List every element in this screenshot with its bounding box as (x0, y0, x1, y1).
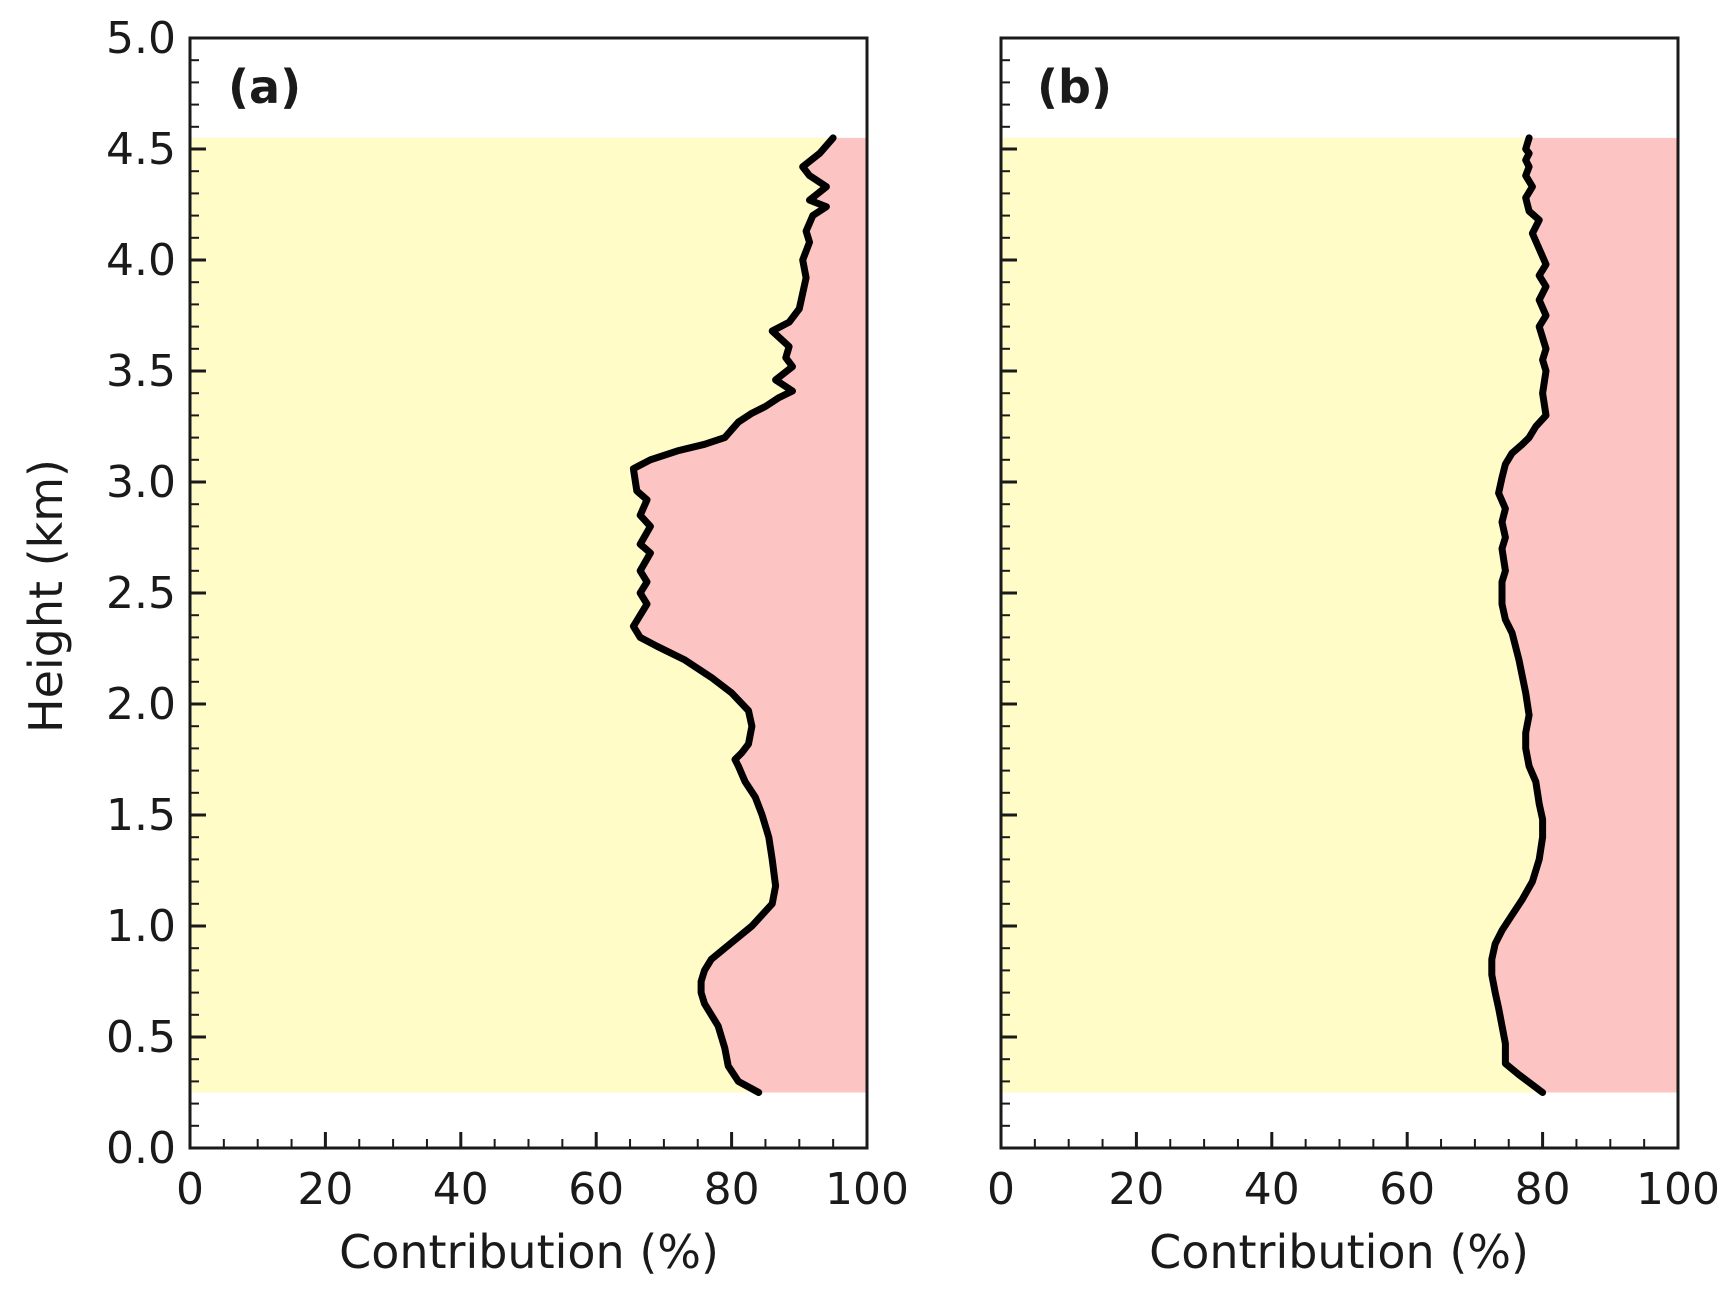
y-tick-label: 4.0 (106, 235, 176, 286)
y-tick-label: 1.0 (106, 901, 176, 952)
x-tick-label-a: 40 (433, 1164, 489, 1215)
panel-label-b: (b) (1037, 60, 1112, 114)
x-tick-label-b: 80 (1515, 1164, 1571, 1215)
y-tick-label: 2.5 (106, 568, 176, 619)
panel-label-a: (a) (228, 60, 301, 114)
x-tick-label-a: 60 (568, 1164, 624, 1215)
x-tick-label-a: 100 (825, 1164, 909, 1215)
x-tick-label-a: 0 (176, 1164, 204, 1215)
x-axis-title-b: Contribution (%) (1149, 1225, 1529, 1279)
series-line-b (1488, 134, 1550, 1096)
x-tick-label-b: 20 (1108, 1164, 1164, 1215)
y-tick-label: 0.0 (106, 1123, 176, 1174)
y-tick-label: 3.5 (106, 346, 176, 397)
x-tick-label-b: 100 (1636, 1164, 1720, 1215)
x-tick-label-a: 20 (297, 1164, 353, 1215)
y-tick-label: 0.5 (106, 1012, 176, 1063)
y-tick-label: 3.0 (106, 457, 176, 508)
panel-b: 0 20 40 60 80 100 (b) Contribution (%) (987, 36, 1720, 1279)
x-tick-label-b: 60 (1379, 1164, 1435, 1215)
x-tick-label-b: 40 (1244, 1164, 1300, 1215)
y-tick-label: 1.5 (106, 790, 176, 841)
x-tick-label-b: 0 (987, 1164, 1015, 1215)
y-tick-label: 4.5 (106, 124, 176, 175)
x-tick-label-a: 80 (704, 1164, 760, 1215)
panel-a: 0 20 40 60 80 100 0.0 0.5 1.0 1.5 2.0 2.5 3.0 3.5 4.0 4… (19, 13, 909, 1279)
x-axis-title-a: Contribution (%) (339, 1225, 719, 1279)
series-line-a (629, 134, 837, 1096)
region-yellow-b (1001, 137, 1546, 1093)
region-yellow-a (190, 137, 834, 1093)
y-tick-label: 2.0 (106, 679, 176, 730)
y-axis-title: Height (km) (19, 459, 73, 733)
y-tick-label: 5.0 (106, 13, 176, 64)
